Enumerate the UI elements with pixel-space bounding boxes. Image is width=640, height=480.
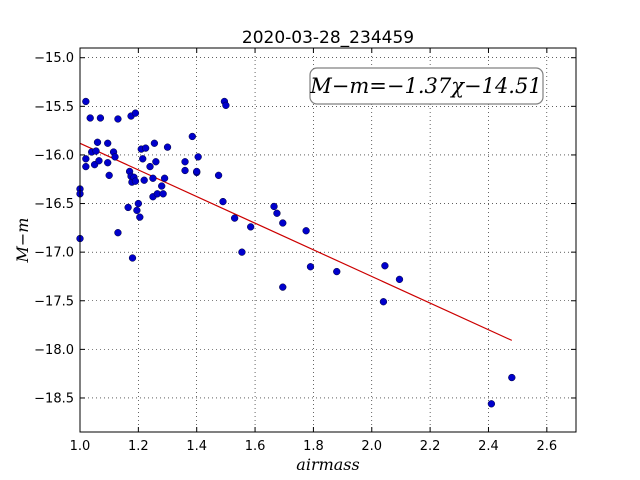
x-tick-label: 2.2: [420, 439, 441, 454]
y-tick-label: −15.0: [34, 51, 74, 66]
data-point: [111, 153, 119, 161]
data-point: [86, 114, 94, 122]
data-point: [193, 167, 201, 176]
y-tick-label: −15.5: [34, 100, 74, 115]
data-point: [181, 166, 189, 175]
data-point: [188, 132, 196, 141]
data-point: [158, 182, 166, 190]
plot-frame: [79, 47, 577, 433]
y-axis-label: M−m: [13, 218, 32, 264]
data-point: [273, 209, 281, 217]
y-tick-label: −16.5: [34, 197, 74, 212]
annotation-frame: [309, 67, 544, 105]
y-tick-label: −18.0: [34, 343, 74, 358]
data-point: [134, 199, 143, 208]
data-point: [379, 298, 388, 306]
data-point: [381, 262, 389, 270]
data-point: [104, 139, 112, 147]
data-point: [82, 162, 90, 171]
data-point: [82, 97, 90, 106]
data-point: [279, 219, 287, 227]
x-tick-label: 2.0: [361, 439, 382, 454]
data-point: [333, 267, 341, 276]
data-point: [96, 114, 105, 122]
data-point: [487, 400, 496, 408]
ticks: 1.0 1.2 1.4 1.6 1.8 2.0 2.2 2.4 2.6 −15.0 −15.5 −16…: [34, 48, 576, 454]
data-point: [302, 227, 310, 235]
data-point: [93, 138, 102, 146]
data-point: [306, 263, 315, 271]
data-point: [140, 176, 148, 184]
annotation-box: M−m=−1.37χ−14.51: [309, 67, 544, 105]
data-point: [92, 147, 100, 155]
y-tick-label: −17.5: [34, 294, 74, 309]
data-point: [238, 248, 246, 256]
x-tick-label: 1.0: [70, 439, 91, 454]
data-point: [131, 109, 140, 117]
plot-area: [80, 48, 576, 432]
data-point: [270, 202, 278, 211]
chart-title: 2020-03-28_234459: [242, 28, 414, 48]
data-point: [163, 143, 172, 151]
data-point: [214, 171, 223, 180]
data-point: [136, 213, 144, 221]
data-point: [149, 174, 157, 182]
grid-lines: [79, 48, 576, 432]
data-point: [395, 275, 404, 284]
annotation-text: M−m=−1.37χ−14.51: [309, 74, 541, 98]
data-point: [181, 158, 189, 166]
data-point: [105, 171, 113, 180]
data-point: [508, 373, 516, 382]
x-tick-label: 1.6: [245, 439, 266, 454]
data-point: [194, 153, 202, 161]
data-point: [146, 162, 154, 171]
data-point: [152, 158, 160, 166]
data-point: [230, 214, 239, 222]
y-tick-label: −16.0: [34, 148, 74, 163]
data-point: [128, 254, 137, 262]
data-point: [160, 174, 169, 182]
data-point: [114, 115, 122, 123]
x-tick-label: 2.6: [536, 439, 557, 454]
data-points: [76, 97, 516, 408]
data-point: [150, 139, 159, 147]
data-point: [247, 223, 255, 231]
data-point: [219, 197, 227, 206]
data-point: [114, 229, 122, 237]
data-point: [104, 159, 112, 167]
x-tick-label: 1.2: [128, 439, 149, 454]
x-tick-label: 1.4: [186, 439, 207, 454]
y-tick-label: −17.0: [34, 246, 74, 261]
data-point: [133, 206, 141, 214]
data-point: [124, 203, 132, 212]
y-tick-label: −18.5: [34, 391, 74, 406]
data-point: [131, 177, 140, 185]
data-point: [159, 190, 167, 198]
data-point: [141, 144, 150, 152]
data-point: [279, 283, 287, 291]
data-point: [82, 155, 90, 163]
data-point: [95, 157, 103, 165]
data-point: [139, 155, 147, 163]
data-point: [222, 101, 230, 110]
x-tick-label: 2.4: [478, 439, 499, 454]
x-tick-label: 1.8: [303, 439, 324, 454]
x-axis-label: airmass: [296, 455, 359, 474]
